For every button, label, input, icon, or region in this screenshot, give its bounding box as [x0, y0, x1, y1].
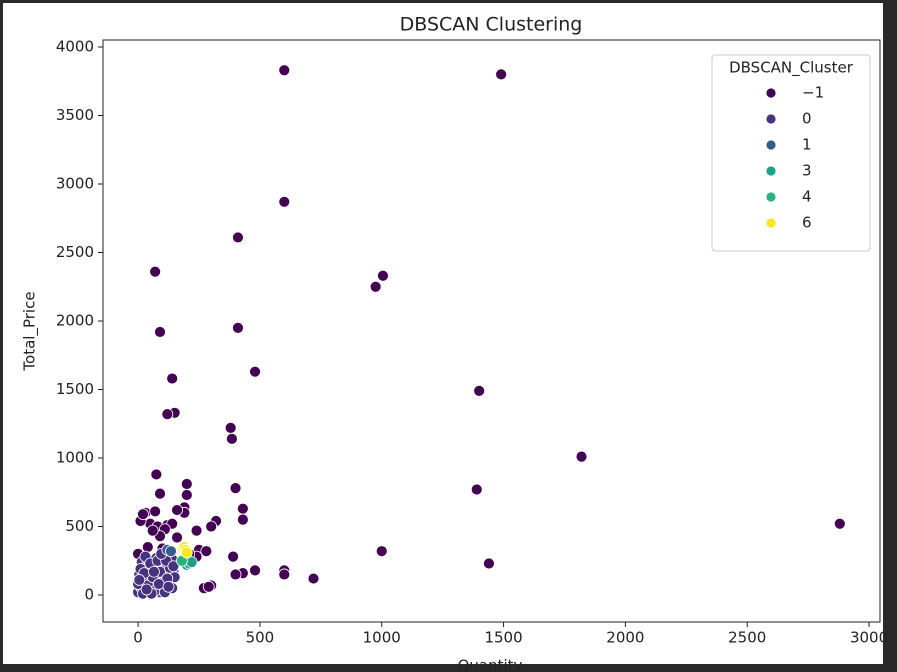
y-tick-label: 2500: [56, 243, 94, 261]
y-axis-label: Total_Price: [21, 291, 40, 371]
x-tick-label: 0: [133, 629, 143, 647]
point: [146, 524, 159, 537]
point: [137, 508, 149, 521]
point: [227, 550, 240, 563]
legend-label: −1: [802, 84, 824, 102]
point: [278, 195, 291, 208]
x-tick-label: 2500: [728, 629, 766, 647]
point: [140, 583, 153, 596]
legend-marker: [765, 191, 777, 203]
point: [369, 280, 382, 293]
legend-title: DBSCAN_Cluster: [729, 59, 854, 78]
point: [470, 483, 483, 496]
point: [224, 421, 237, 434]
point: [180, 489, 193, 501]
y-tick-label: 0: [84, 586, 94, 604]
legend-label: 0: [802, 110, 812, 128]
point: [180, 478, 193, 490]
point: [232, 321, 244, 334]
point: [278, 64, 291, 77]
point: [149, 505, 162, 518]
point: [165, 545, 177, 558]
x-tick-label: 1500: [484, 629, 522, 647]
point: [229, 482, 242, 495]
point: [229, 568, 242, 581]
legend-marker: [765, 217, 777, 229]
y-tick-label: 1500: [56, 380, 94, 398]
point: [149, 265, 162, 278]
point: [154, 326, 166, 338]
legend-marker: [765, 87, 777, 99]
point: [200, 545, 213, 558]
legend-marker: [765, 113, 777, 125]
point: [180, 546, 193, 559]
legend-label: 6: [802, 214, 812, 232]
point: [473, 384, 486, 397]
chart-title: DBSCAN Clustering: [400, 14, 583, 36]
point: [833, 517, 846, 530]
legend-box: [711, 54, 871, 252]
point: [205, 520, 218, 533]
point: [236, 513, 249, 526]
y-tick-label: 3000: [56, 174, 94, 192]
y-tick-label: 4000: [56, 37, 94, 55]
point: [171, 504, 183, 516]
y-tick-label: 2000: [56, 311, 94, 329]
x-tick-label: 1000: [363, 629, 401, 647]
point: [278, 568, 291, 581]
y-tick-label: 1000: [56, 449, 94, 467]
point: [133, 574, 146, 586]
point: [249, 365, 261, 378]
point: [190, 524, 203, 537]
point: [148, 565, 160, 578]
point: [307, 572, 320, 585]
point: [154, 487, 166, 500]
point: [377, 269, 389, 282]
point: [152, 578, 165, 590]
y-tick-label: 3500: [56, 106, 94, 124]
point: [161, 408, 174, 421]
x-tick-label: 500: [246, 629, 275, 647]
point: [167, 560, 180, 573]
axes-frame: [102, 39, 881, 623]
point: [150, 468, 163, 481]
point: [236, 502, 249, 515]
legend-label: 3: [802, 162, 812, 180]
legend-marker: [765, 165, 777, 177]
point: [171, 531, 183, 544]
y-tick-label: 500: [65, 517, 94, 535]
point: [166, 372, 179, 385]
point: [225, 432, 238, 445]
legend-marker: [765, 139, 777, 151]
x-tick-label: 3000: [850, 629, 888, 647]
x-tick-label: 2000: [606, 629, 644, 647]
point: [141, 541, 154, 553]
legend-label: 4: [802, 188, 812, 206]
legend-label: 1: [802, 136, 812, 154]
point: [202, 580, 215, 593]
x-axis-label: Quantity: [458, 657, 523, 672]
point: [249, 564, 261, 577]
point: [495, 68, 508, 81]
point: [575, 450, 588, 463]
point: [375, 545, 388, 558]
point: [483, 557, 495, 570]
point: [162, 580, 175, 593]
point: [232, 231, 244, 244]
